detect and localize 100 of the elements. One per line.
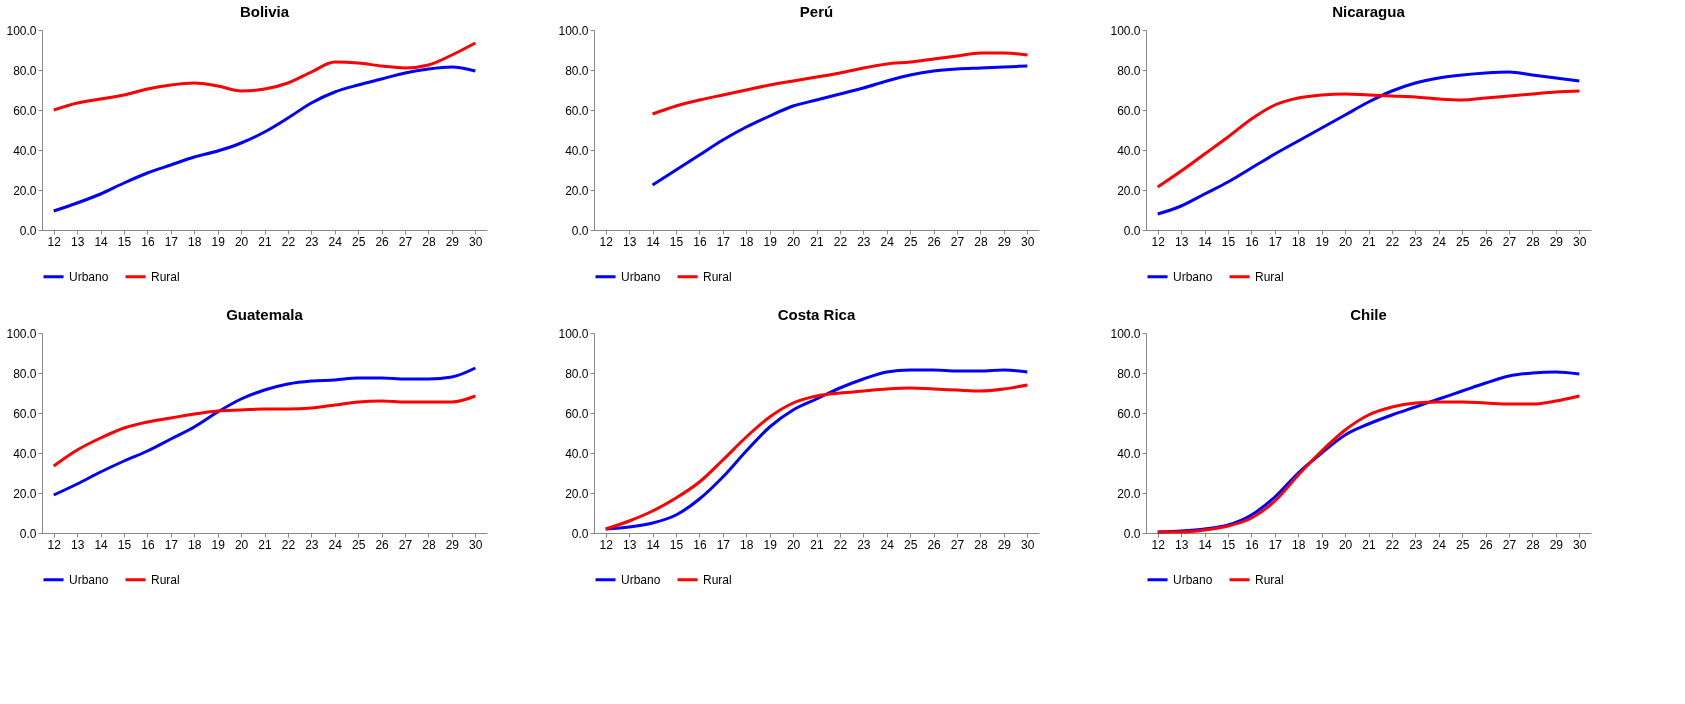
x-tick-label: 24 bbox=[1432, 234, 1447, 249]
x-tick-label: 15 bbox=[1221, 537, 1236, 552]
x-tick-label: 28 bbox=[1526, 537, 1540, 552]
chart-title: Guatemala bbox=[226, 306, 304, 323]
x-tick-label: 21 bbox=[810, 234, 824, 249]
y-tick-label: 100.0 bbox=[558, 326, 589, 341]
legend-label: Rural bbox=[151, 572, 180, 587]
x-tick-label: 22 bbox=[1385, 234, 1400, 249]
x-tick-label: 28 bbox=[422, 537, 436, 552]
y-tick-label: 0.0 bbox=[19, 223, 37, 238]
x-tick-label: 16 bbox=[141, 537, 155, 552]
x-tick-label: 28 bbox=[422, 234, 436, 249]
x-tick-label: 26 bbox=[1479, 537, 1494, 552]
x-tick-label: 25 bbox=[1456, 537, 1470, 552]
x-tick-label: 28 bbox=[974, 537, 988, 552]
x-tick-label: 13 bbox=[70, 537, 85, 552]
x-tick-label: 17 bbox=[716, 234, 731, 249]
y-tick-label: 100.0 bbox=[558, 23, 589, 38]
x-tick-label: 30 bbox=[469, 234, 483, 249]
y-tick-label: 80.0 bbox=[1117, 63, 1141, 78]
x-tick-label: 22 bbox=[1385, 537, 1400, 552]
x-tick-label: 13 bbox=[622, 537, 637, 552]
y-tick-label: 100.0 bbox=[6, 23, 37, 38]
x-tick-label: 19 bbox=[1315, 234, 1330, 249]
x-tick-label: 18 bbox=[740, 537, 754, 552]
chart-title: Costa Rica bbox=[777, 306, 856, 323]
x-tick-label: 16 bbox=[1245, 537, 1259, 552]
x-tick-label: 16 bbox=[141, 234, 155, 249]
x-tick-label: 15 bbox=[669, 537, 684, 552]
x-tick-label: 14 bbox=[1198, 234, 1213, 249]
y-tick-label: 40.0 bbox=[565, 446, 589, 461]
y-tick-label: 0.0 bbox=[571, 223, 589, 238]
x-tick-label: 20 bbox=[786, 234, 801, 249]
x-tick-label: 20 bbox=[1338, 234, 1353, 249]
y-tick-label: 60.0 bbox=[13, 103, 37, 118]
x-tick-label: 15 bbox=[117, 234, 132, 249]
x-tick-label: 21 bbox=[1362, 234, 1376, 249]
x-tick-label: 12 bbox=[1151, 234, 1166, 249]
x-tick-label: 24 bbox=[880, 537, 895, 552]
y-tick-label: 100.0 bbox=[1110, 326, 1141, 341]
y-tick-label: 0.0 bbox=[571, 526, 589, 541]
x-tick-label: 25 bbox=[352, 537, 366, 552]
chart-title: Chile bbox=[1350, 306, 1387, 323]
legend-label: Urbano bbox=[1173, 572, 1213, 587]
y-tick-label: 20.0 bbox=[565, 486, 589, 501]
x-tick-label: 17 bbox=[1268, 537, 1283, 552]
x-tick-label: 21 bbox=[258, 234, 272, 249]
y-tick-label: 40.0 bbox=[565, 143, 589, 158]
x-tick-label: 14 bbox=[94, 234, 109, 249]
x-tick-label: 20 bbox=[786, 537, 801, 552]
x-tick-label: 13 bbox=[622, 234, 637, 249]
x-tick-label: 16 bbox=[693, 537, 707, 552]
legend-label: Rural bbox=[151, 269, 180, 284]
x-tick-label: 14 bbox=[646, 234, 661, 249]
x-tick-label: 29 bbox=[1549, 537, 1564, 552]
y-tick-label: 80.0 bbox=[565, 63, 589, 78]
line-series bbox=[52, 366, 477, 497]
x-tick-label: 20 bbox=[234, 537, 249, 552]
y-tick-label: 20.0 bbox=[565, 183, 589, 198]
chart-title: Bolivia bbox=[239, 3, 290, 20]
x-tick-label: 13 bbox=[70, 234, 85, 249]
x-tick-label: 19 bbox=[211, 537, 226, 552]
x-tick-label: 21 bbox=[1362, 537, 1376, 552]
x-tick-label: 16 bbox=[1245, 234, 1259, 249]
x-tick-label: 19 bbox=[1315, 537, 1330, 552]
x-tick-label: 12 bbox=[47, 234, 62, 249]
x-tick-label: 14 bbox=[1198, 537, 1213, 552]
x-tick-label: 23 bbox=[857, 537, 871, 552]
x-tick-label: 17 bbox=[164, 234, 179, 249]
x-tick-label: 25 bbox=[904, 234, 918, 249]
x-tick-label: 15 bbox=[117, 537, 132, 552]
x-tick-label: 24 bbox=[328, 537, 343, 552]
y-tick-label: 40.0 bbox=[13, 143, 37, 158]
x-tick-label: 20 bbox=[234, 234, 249, 249]
y-tick-label: 60.0 bbox=[1117, 406, 1141, 421]
x-tick-label: 14 bbox=[646, 537, 661, 552]
y-tick-label: 40.0 bbox=[13, 446, 37, 461]
legend-label: Urbano bbox=[69, 269, 109, 284]
y-tick-label: 20.0 bbox=[1117, 486, 1141, 501]
y-tick-label: 80.0 bbox=[1117, 366, 1141, 381]
line-series bbox=[1156, 89, 1581, 189]
legend-label: Rural bbox=[703, 269, 732, 284]
x-tick-label: 18 bbox=[1292, 234, 1306, 249]
chart-title: Perú bbox=[799, 3, 834, 20]
x-tick-label: 24 bbox=[328, 234, 343, 249]
x-tick-label: 26 bbox=[927, 234, 942, 249]
x-tick-label: 27 bbox=[1502, 234, 1517, 249]
x-tick-label: 30 bbox=[1573, 234, 1587, 249]
line-series bbox=[651, 64, 1029, 187]
x-tick-label: 18 bbox=[188, 234, 202, 249]
legend-label: Urbano bbox=[69, 572, 109, 587]
x-tick-label: 25 bbox=[352, 234, 366, 249]
line-series bbox=[52, 65, 477, 213]
legend-label: Rural bbox=[703, 572, 732, 587]
legend-label: Urbano bbox=[621, 572, 661, 587]
x-tick-label: 22 bbox=[281, 537, 296, 552]
x-tick-label: 17 bbox=[1268, 234, 1283, 249]
line-series bbox=[651, 51, 1029, 116]
x-tick-label: 23 bbox=[305, 234, 319, 249]
x-tick-label: 15 bbox=[669, 234, 684, 249]
